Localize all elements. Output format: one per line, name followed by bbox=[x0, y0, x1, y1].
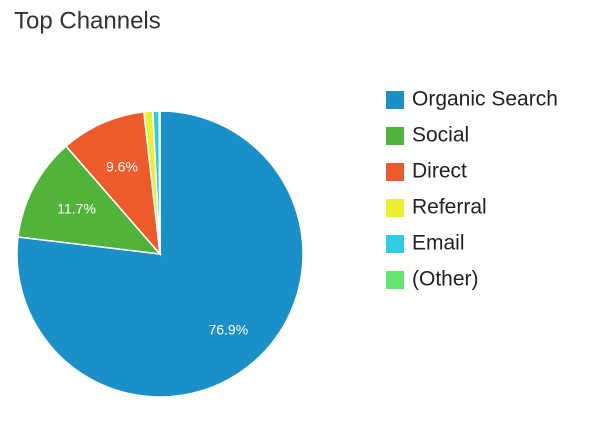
legend-label: Email bbox=[412, 232, 465, 255]
legend-swatch bbox=[386, 163, 404, 181]
pie-slice bbox=[65, 111, 162, 257]
legend-label: Referral bbox=[412, 196, 487, 219]
legend-swatch bbox=[386, 199, 404, 217]
pie-slice bbox=[158, 110, 161, 255]
slice-label: 76.9% bbox=[208, 322, 248, 338]
legend-label: (Other) bbox=[412, 268, 479, 291]
legend-label: Organic Search bbox=[412, 88, 558, 111]
slice-label: 9.6% bbox=[106, 158, 138, 174]
legend-label: Social bbox=[412, 124, 469, 147]
legend-swatch bbox=[386, 271, 404, 289]
chart-title: Top Channels bbox=[14, 7, 161, 34]
pie-slice bbox=[17, 145, 162, 255]
legend-swatch bbox=[386, 91, 404, 109]
legend-swatch bbox=[386, 127, 404, 145]
legend-label: Direct bbox=[412, 160, 467, 183]
legend-swatch bbox=[386, 235, 404, 253]
slice-label: 11.7% bbox=[57, 201, 96, 217]
